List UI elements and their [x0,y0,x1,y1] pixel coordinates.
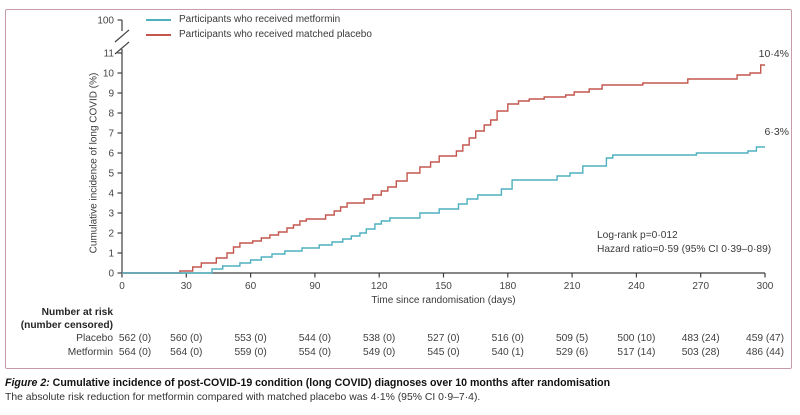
risk-cell-metformin: 517 (14) [617,347,656,358]
y-tick-label: 9 [108,89,114,100]
risk-cell-metformin: 559 (0) [234,347,267,358]
y-tick-label-100: 100 [97,16,114,27]
risk-cell-metformin: 529 (6) [555,347,589,358]
risk-row-label-metformin: Metformin [67,347,113,358]
y-tick-label: 10 [103,69,115,80]
legend-label-placebo: Participants who received matched placeb… [179,29,372,40]
x-tick-label: 210 [564,281,581,292]
metformin-final-percent-label: 6·3% [764,126,789,138]
risk-cell-metformin: 545 (0) [427,347,460,358]
y-tick-label: 3 [108,209,114,220]
hazard-ratio-text: Hazard ratio=0·59 (95% CI 0·39–0·89) [597,244,772,255]
figure-number: Figure 2: [5,377,50,389]
curve-placebo [122,64,765,274]
y-axis-title: Cumulative incidence of long COVID (%) [88,72,100,254]
y-tick-label: 6 [108,149,114,160]
stats-annotation: Log-rank p=0·012 Hazard ratio=0·59 (95% … [597,229,771,257]
y-tick-label: 8 [108,109,114,120]
y-tick-label: 4 [108,189,114,200]
x-tick-label: 150 [435,281,452,292]
risk-table-header: Number at risk (number censored) [0,306,113,332]
risk-cell-placebo: 538 (0) [363,333,396,344]
legend: Participants who received metformin Part… [146,12,372,42]
x-tick-label: 0 [119,281,125,292]
risk-cell-placebo: 562 (0) [118,333,152,344]
risk-row-label-placebo: Placebo [76,333,113,344]
logrank-text: Log-rank p=0·012 [597,230,678,241]
risk-cell-placebo: 553 (0) [234,333,267,344]
x-tick-label: 300 [757,281,774,292]
x-tick-label: 180 [499,281,516,292]
risk-cell-placebo: 500 (10) [617,333,656,344]
risk-cell-placebo: 527 (0) [427,333,460,344]
risk-cell-placebo: 509 (5) [555,333,589,344]
x-axis-title: Time since randomisation (days) [371,295,516,306]
y-tick-label: 0 [108,269,114,280]
x-tick-label: 120 [371,281,388,292]
risk-table-header-line1: Number at risk [41,307,113,318]
placebo-line-swatch [146,33,171,36]
x-tick-label: 60 [245,281,257,292]
risk-cell-metformin: 564 (0) [118,347,152,358]
legend-item-metformin: Participants who received metformin [146,12,372,27]
y-tick-label: 11 [104,49,115,60]
placebo-final-percent-label: 10·4% [758,48,789,60]
figure-panel [5,9,792,369]
y-tick-label: 7 [108,129,114,140]
risk-cell-metformin: 540 (1) [491,347,524,358]
figure-caption-body: The absolute risk reduction for metformi… [5,392,481,403]
y-tick-label: 2 [108,229,114,240]
x-tick-label: 90 [309,281,321,292]
risk-table-header-line2: (number censored) [20,320,113,331]
risk-cell-metformin: 503 (28) [681,347,720,358]
risk-cell-placebo: 516 (0) [491,333,524,344]
risk-cell-placebo: 544 (0) [298,333,332,344]
metformin-line-swatch [146,18,171,21]
y-tick-label: 1 [108,249,114,260]
figure-title-text: Cumulative incidence of post-COVID-19 co… [49,377,611,389]
risk-cell-placebo: 459 (47) [746,333,784,344]
x-tick-label: 30 [181,281,193,292]
risk-cell-metformin: 554 (0) [298,347,332,358]
risk-cell-metformin: 486 (44) [746,347,784,358]
curve-metformin [122,146,765,274]
risk-cell-metformin: 564 (0) [170,347,203,358]
y-tick-label: 5 [108,169,114,180]
risk-cell-placebo: 560 (0) [170,333,203,344]
risk-cell-metformin: 549 (0) [363,347,396,358]
x-tick-label: 240 [628,281,645,292]
figure-caption-title: Figure 2: Cumulative incidence of post-C… [5,377,795,389]
legend-item-placebo: Participants who received matched placeb… [146,27,372,42]
y-axis-break-marks [114,29,130,55]
legend-label-metformin: Participants who received metformin [179,14,341,25]
x-tick-label: 270 [692,281,709,292]
risk-cell-placebo: 483 (24) [681,333,720,344]
